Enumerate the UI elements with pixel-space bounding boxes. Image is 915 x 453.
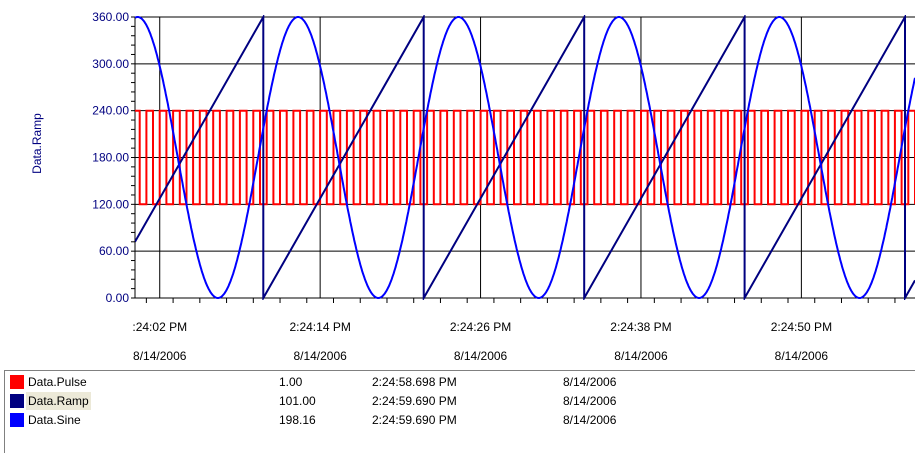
y-tick-label: 240.00 [92, 104, 129, 118]
legend-row-ramp[interactable]: Data.Ramp 101.00 2:24:59.690 PM 8/14/200… [5, 392, 910, 410]
x-tick-time-label: 2:24:50 PM [771, 320, 832, 334]
legend-row-pulse[interactable]: Data.Pulse 1.00 2:24:58.698 PM 8/14/2006 [5, 373, 910, 391]
y-tick-label: 360.00 [92, 10, 129, 24]
legend-date: 8/14/2006 [563, 375, 617, 389]
x-tick-date-label: 8/14/2006 [133, 349, 187, 363]
legend-series-name: Data.Ramp [26, 392, 91, 410]
x-tick-date-label: 8/14/2006 [293, 349, 347, 363]
sine-color-swatch [10, 413, 24, 427]
y-tick-label: 120.00 [92, 197, 129, 211]
series-line-data-ramp [135, 15, 915, 300]
x-tick-time-label: 2:24:26 PM [450, 320, 511, 334]
y-axis-title: Data.Ramp [30, 113, 44, 174]
series-line-data-sine [135, 16, 915, 299]
legend-value: 198.16 [279, 413, 316, 427]
legend-value: 1.00 [279, 375, 303, 389]
x-tick-date-label: 8/14/2006 [775, 349, 829, 363]
x-tick-time-label: 2:24:38 PM [610, 320, 671, 334]
legend-time: 2:24:59.690 PM [372, 413, 457, 427]
legend-date: 8/14/2006 [563, 413, 617, 427]
y-tick-label: 60.00 [99, 244, 129, 258]
x-tick-time-label: :24:02 PM [132, 320, 187, 334]
legend-value: 101.00 [279, 394, 316, 408]
x-tick-time-label: 2:24:14 PM [289, 320, 350, 334]
legend-series-name: Data.Pulse [28, 375, 87, 389]
ramp-color-swatch [10, 394, 24, 408]
x-tick-date-label: 8/14/2006 [614, 349, 668, 363]
y-tick-label: 180.00 [92, 151, 129, 165]
legend-time: 2:24:58.698 PM [372, 375, 457, 389]
legend-series-name: Data.Sine [28, 413, 81, 427]
legend-table: Data.Pulse 1.00 2:24:58.698 PM 8/14/2006… [4, 370, 915, 453]
legend-date: 8/14/2006 [563, 394, 617, 408]
y-tick-label: 0.00 [106, 291, 130, 305]
chart-svg: 0.00 60.00 120.00 180.00 240.00 300.00 360.00:… [30, 10, 915, 363]
x-tick-date-label: 8/14/2006 [454, 349, 508, 363]
trend-chart[interactable]: 0.00 60.00 120.00 180.00 240.00 300.00 360.00:… [0, 0, 915, 370]
legend-time: 2:24:59.690 PM [372, 394, 457, 408]
pulse-color-swatch [10, 375, 24, 389]
series-line-data-pulse [135, 109, 915, 206]
legend-row-sine[interactable]: Data.Sine 198.16 2:24:59.690 PM 8/14/200… [5, 411, 910, 429]
y-tick-label: 300.00 [92, 57, 129, 71]
